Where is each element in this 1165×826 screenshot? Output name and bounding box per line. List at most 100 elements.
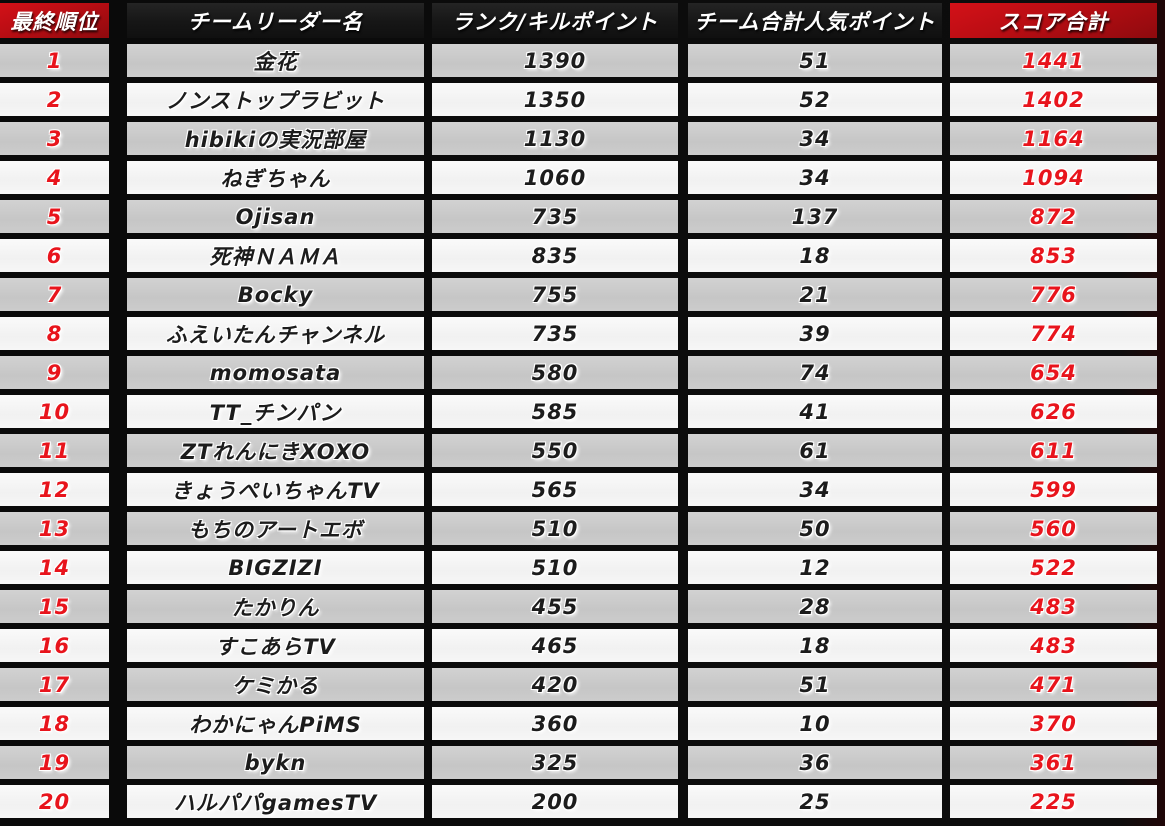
cell-team-popularity: 36 [688, 746, 942, 779]
cell-final-rank: 15 [0, 590, 109, 623]
cell-team-popularity: 25 [688, 785, 942, 818]
table-row: 8 ふえいたんチャンネル 735 39 774 [0, 317, 1165, 350]
cell-score-total: 1164 [950, 122, 1157, 155]
cell-rank-kill-points: 735 [432, 200, 678, 233]
cell-team-leader-name: たかりん [127, 590, 424, 623]
cell-final-rank: 2 [0, 83, 109, 116]
cell-team-popularity: 12 [688, 551, 942, 584]
cell-team-leader-name: ねぎちゃん [127, 161, 424, 194]
cell-team-leader-name: hibikiの実況部屋 [127, 122, 424, 155]
header-team-leader-name: チームリーダー名 [127, 3, 424, 38]
header-team-popularity: チーム合計人気ポイント [688, 3, 942, 38]
cell-final-rank: 17 [0, 668, 109, 701]
cell-final-rank: 20 [0, 785, 109, 818]
table-row: 4 ねぎちゃん 1060 34 1094 [0, 161, 1165, 194]
table-row: 20 ハルパパgamesTV 200 25 225 [0, 785, 1165, 818]
table-row: 19 bykn 325 36 361 [0, 746, 1165, 779]
cell-team-leader-name: Ojisan [127, 200, 424, 233]
cell-final-rank: 10 [0, 395, 109, 428]
cell-rank-kill-points: 325 [432, 746, 678, 779]
table-row: 11 ZTれんにきXOXO 550 61 611 [0, 434, 1165, 467]
cell-team-popularity: 52 [688, 83, 942, 116]
cell-score-total: 225 [950, 785, 1157, 818]
cell-final-rank: 13 [0, 512, 109, 545]
cell-team-leader-name: momosata [127, 356, 424, 389]
cell-team-leader-name: すこあらTV [127, 629, 424, 662]
cell-final-rank: 9 [0, 356, 109, 389]
cell-score-total: 654 [950, 356, 1157, 389]
cell-team-popularity: 21 [688, 278, 942, 311]
table-row: 5 Ojisan 735 137 872 [0, 200, 1165, 233]
cell-score-total: 776 [950, 278, 1157, 311]
cell-team-popularity: 41 [688, 395, 942, 428]
cell-score-total: 483 [950, 590, 1157, 623]
cell-final-rank: 16 [0, 629, 109, 662]
cell-final-rank: 18 [0, 707, 109, 740]
cell-score-total: 1441 [950, 44, 1157, 77]
table-row: 15 たかりん 455 28 483 [0, 590, 1165, 623]
cell-team-leader-name: きょうぺいちゃんTV [127, 473, 424, 506]
cell-final-rank: 8 [0, 317, 109, 350]
cell-team-leader-name: もちのアートエボ [127, 512, 424, 545]
cell-team-leader-name: 死神ＮＡＭＡ [127, 239, 424, 272]
cell-rank-kill-points: 465 [432, 629, 678, 662]
cell-rank-kill-points: 580 [432, 356, 678, 389]
cell-score-total: 471 [950, 668, 1157, 701]
cell-score-total: 370 [950, 707, 1157, 740]
cell-team-popularity: 28 [688, 590, 942, 623]
cell-rank-kill-points: 755 [432, 278, 678, 311]
table-row: 2 ノンストップラビット 1350 52 1402 [0, 83, 1165, 116]
cell-team-popularity: 34 [688, 473, 942, 506]
cell-rank-kill-points: 455 [432, 590, 678, 623]
cell-team-popularity: 34 [688, 161, 942, 194]
cell-team-popularity: 137 [688, 200, 942, 233]
cell-final-rank: 6 [0, 239, 109, 272]
cell-team-leader-name: BIGZIZI [127, 551, 424, 584]
cell-team-popularity: 34 [688, 122, 942, 155]
cell-team-leader-name: ZTれんにきXOXO [127, 434, 424, 467]
cell-team-leader-name: 金花 [127, 44, 424, 77]
cell-team-leader-name: ふえいたんチャンネル [127, 317, 424, 350]
table-row: 16 すこあらTV 465 18 483 [0, 629, 1165, 662]
cell-score-total: 522 [950, 551, 1157, 584]
cell-team-popularity: 51 [688, 668, 942, 701]
header-score-total: スコア合計 [950, 3, 1157, 38]
cell-score-total: 872 [950, 200, 1157, 233]
table-row: 7 Bocky 755 21 776 [0, 278, 1165, 311]
cell-team-popularity: 50 [688, 512, 942, 545]
table-row: 12 きょうぺいちゃんTV 565 34 599 [0, 473, 1165, 506]
cell-team-popularity: 18 [688, 239, 942, 272]
cell-score-total: 599 [950, 473, 1157, 506]
cell-final-rank: 4 [0, 161, 109, 194]
table-row: 1 金花 1390 51 1441 [0, 44, 1165, 77]
cell-final-rank: 12 [0, 473, 109, 506]
cell-team-leader-name: TT_チンパン [127, 395, 424, 428]
cell-final-rank: 14 [0, 551, 109, 584]
table-header-row: 最終順位 チームリーダー名 ランク/キルポイント チーム合計人気ポイント スコア… [0, 3, 1165, 38]
cell-team-popularity: 10 [688, 707, 942, 740]
cell-rank-kill-points: 1390 [432, 44, 678, 77]
cell-score-total: 361 [950, 746, 1157, 779]
cell-rank-kill-points: 585 [432, 395, 678, 428]
cell-team-leader-name: わかにゃんPiMS [127, 707, 424, 740]
table-row: 13 もちのアートエボ 510 50 560 [0, 512, 1165, 545]
cell-team-leader-name: ハルパパgamesTV [127, 785, 424, 818]
cell-team-popularity: 61 [688, 434, 942, 467]
cell-team-popularity: 39 [688, 317, 942, 350]
cell-rank-kill-points: 1060 [432, 161, 678, 194]
cell-score-total: 611 [950, 434, 1157, 467]
cell-rank-kill-points: 735 [432, 317, 678, 350]
cell-final-rank: 11 [0, 434, 109, 467]
header-rank-kill-points: ランク/キルポイント [432, 3, 678, 38]
table-row: 17 ケミかる 420 51 471 [0, 668, 1165, 701]
cell-team-leader-name: ケミかる [127, 668, 424, 701]
header-final-rank: 最終順位 [0, 3, 109, 38]
cell-score-total: 483 [950, 629, 1157, 662]
cell-score-total: 774 [950, 317, 1157, 350]
cell-rank-kill-points: 200 [432, 785, 678, 818]
cell-rank-kill-points: 420 [432, 668, 678, 701]
cell-final-rank: 5 [0, 200, 109, 233]
cell-score-total: 626 [950, 395, 1157, 428]
cell-rank-kill-points: 835 [432, 239, 678, 272]
